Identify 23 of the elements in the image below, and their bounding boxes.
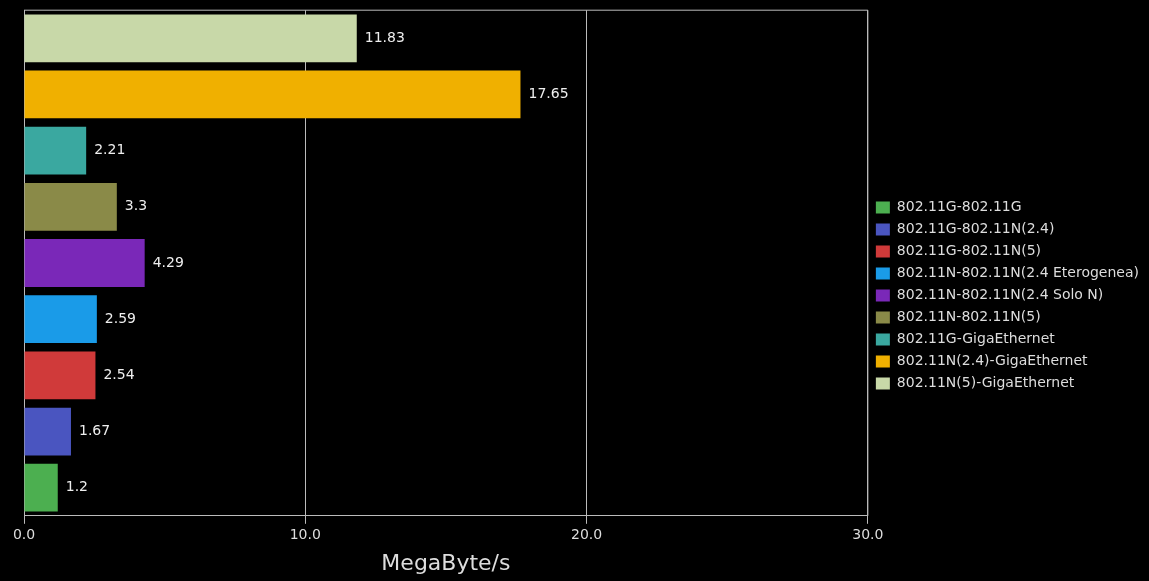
legend-label: 802.11N-802.11N(2.4 Solo N) bbox=[896, 286, 1104, 303]
legend-label: 802.11N-802.11N(2.4 Eterogenea) bbox=[896, 264, 1139, 281]
data-label: 1.2 bbox=[65, 478, 89, 495]
legend-label: 802.11N(2.4)-GigaEthernet bbox=[896, 352, 1089, 369]
data-label: 11.83 bbox=[364, 28, 405, 45]
x-axis-title: MegaByte/s bbox=[381, 549, 511, 575]
data-label: 17.65 bbox=[528, 85, 569, 102]
data-label: 1.67 bbox=[78, 422, 111, 439]
legend-label: 802.11N-802.11N(5) bbox=[896, 308, 1041, 325]
x-tick-label: 30.0 bbox=[852, 525, 884, 542]
legend-label: 802.11G-802.11N(5) bbox=[896, 242, 1042, 259]
legend-label: 802.11G-802.11N(2.4) bbox=[896, 220, 1055, 237]
x-tick-label: 0.0 bbox=[12, 525, 36, 542]
data-label: 2.59 bbox=[104, 309, 137, 326]
data-label: 4.29 bbox=[152, 253, 184, 270]
legend-label: 802.11G-802.11G bbox=[896, 198, 1022, 215]
data-label: 2.54 bbox=[103, 366, 135, 382]
data-label: 2.21 bbox=[94, 141, 126, 158]
legend-label: 802.11G-GigaEthernet bbox=[896, 330, 1056, 347]
legend-label: 802.11N(5)-GigaEthernet bbox=[896, 374, 1075, 391]
x-tick-label: 10.0 bbox=[289, 525, 321, 542]
x-tick-label: 20.0 bbox=[570, 525, 603, 542]
data-label: 3.3 bbox=[124, 197, 148, 214]
